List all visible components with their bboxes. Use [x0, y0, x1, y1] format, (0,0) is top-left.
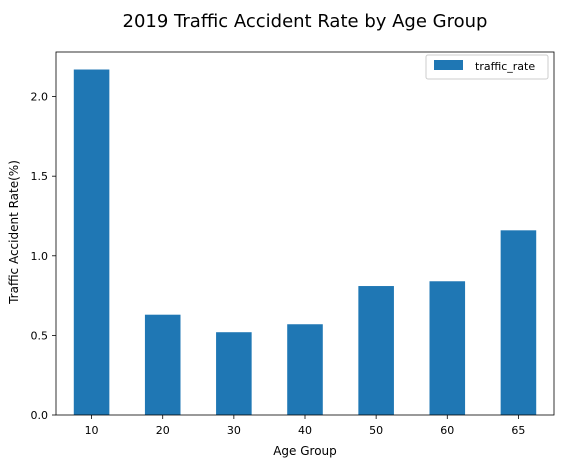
bar-20 — [144, 314, 181, 415]
chart-title: 2019 Traffic Accident Rate by Age Group — [123, 11, 488, 32]
x-tick-label: 40 — [298, 424, 312, 437]
y-tick-label: 1.0 — [31, 250, 49, 263]
x-tick-label: 50 — [369, 424, 383, 437]
y-axis-label: Traffic Accident Rate(%) — [7, 160, 21, 305]
bar-30 — [216, 332, 252, 415]
axes-group: 10 20 30 40 50 60 65 0.0 0.5 1.0 1.5 2.0 — [31, 51, 555, 437]
y-tick-label: 0.5 — [31, 329, 49, 342]
x-tick-label: 65 — [511, 424, 525, 437]
y-tick-label: 0.0 — [31, 409, 49, 422]
y-tick-label: 2.0 — [31, 91, 49, 104]
bar-10 — [73, 69, 110, 416]
x-tick-label: 10 — [85, 424, 99, 437]
bar-50 — [358, 286, 394, 415]
bar-65 — [500, 230, 537, 415]
bar-60 — [429, 281, 466, 415]
legend-label: traffic_rate — [475, 60, 535, 73]
y-tick-label: 1.5 — [31, 170, 49, 183]
bar-40 — [287, 324, 323, 415]
x-axis-label: Age Group — [273, 444, 337, 458]
x-tick-label: 30 — [227, 424, 241, 437]
x-tick-label: 60 — [440, 424, 454, 437]
bars-group — [73, 69, 537, 416]
legend: traffic_rate — [425, 54, 549, 80]
x-tick-label: 20 — [156, 424, 170, 437]
legend-swatch — [434, 60, 463, 70]
